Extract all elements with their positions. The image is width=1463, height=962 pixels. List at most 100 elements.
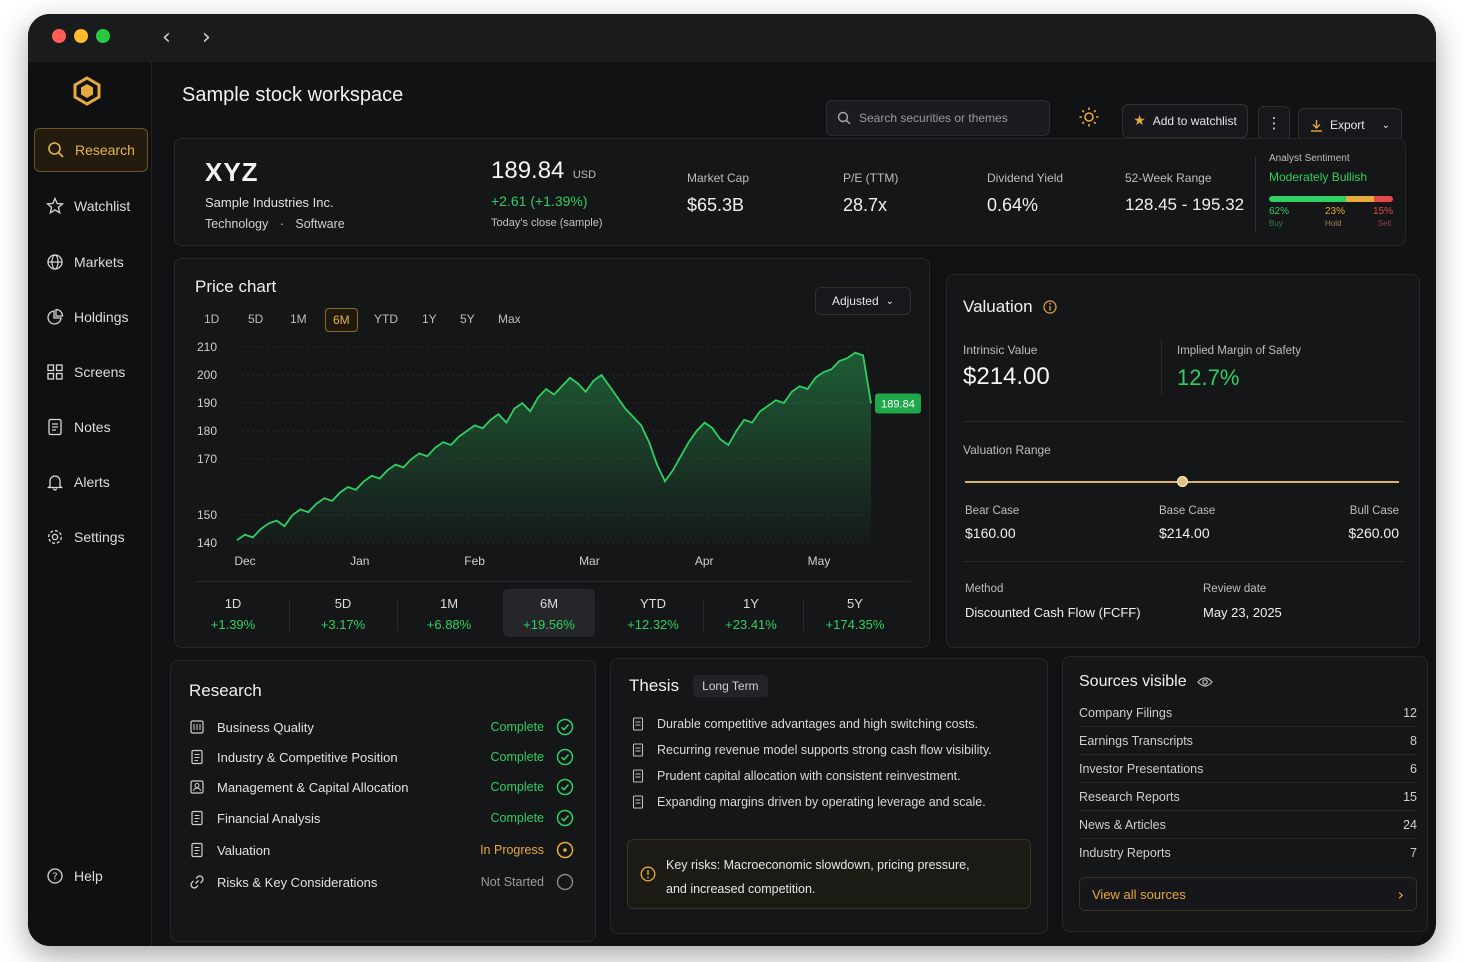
source-row[interactable]: News & Articles 24 xyxy=(1079,811,1417,839)
research-item-business-quality[interactable]: Business Quality Complete xyxy=(189,715,574,739)
timeframe-max[interactable]: Max xyxy=(498,312,521,326)
source-label: News & Articles xyxy=(1079,817,1166,832)
globe-icon xyxy=(47,254,63,270)
y-tick-label: 170 xyxy=(197,452,217,466)
source-row[interactable]: Earnings Transcripts 8 xyxy=(1079,727,1417,755)
thesis-point-text: Prudent capital allocation with consiste… xyxy=(657,769,961,783)
sidebar-item-markets[interactable]: Markets xyxy=(34,240,148,284)
perf-label: 1Y xyxy=(743,596,759,611)
x-tick-label: Mar xyxy=(579,554,600,568)
minimize-window-button[interactable] xyxy=(74,29,88,43)
source-row[interactable]: Company Filings 12 xyxy=(1079,699,1417,727)
kebab-menu-icon: ⋮ xyxy=(1266,114,1282,132)
search-bar[interactable] xyxy=(826,100,1050,136)
price-chart-plot[interactable]: 140 150 170 180 190 200 210 Dec Jan Feb Mar Apr May 1… xyxy=(175,337,931,577)
metric-value: 128.45 - 195.32 xyxy=(1125,195,1245,214)
sidebar-item-watchlist[interactable]: Watchlist xyxy=(34,184,148,228)
perf-label: 1D xyxy=(224,596,242,611)
sidebar-item-label: Research xyxy=(75,142,135,158)
sidebar-item-settings[interactable]: Settings xyxy=(34,515,148,559)
y-tick-label: 140 xyxy=(197,536,217,550)
margin-of-safety-label: Implied Margin of Safety xyxy=(1177,345,1302,357)
add-to-watchlist-button[interactable]: ★ Add to watchlist xyxy=(1122,104,1248,138)
perf-ytd[interactable]: YTD +12.32% xyxy=(607,589,699,637)
timeframe-5y[interactable]: 5Y xyxy=(460,312,475,326)
perf-1m[interactable]: 1M +6.88% xyxy=(403,589,495,637)
sidebar-item-label: Alerts xyxy=(74,474,110,490)
building-icon xyxy=(190,720,204,734)
perf-5d[interactable]: 5D +3.17% xyxy=(297,589,389,637)
search-icon xyxy=(837,111,851,125)
perf-1d[interactable]: 1D +1.39% xyxy=(187,589,279,637)
research-item-risks[interactable]: Risks & Key Considerations Not Started xyxy=(189,870,574,894)
source-row[interactable]: Research Reports 15 xyxy=(1079,783,1417,811)
thesis-point: Recurring revenue model supports strong … xyxy=(631,743,992,757)
sidebar-item-notes[interactable]: Notes xyxy=(34,405,148,449)
perf-value: +23.41% xyxy=(725,617,777,632)
adjusted-dropdown[interactable]: Adjusted ⌄ xyxy=(815,287,911,315)
sentiment-label: Analyst Sentiment xyxy=(1269,153,1350,164)
search-input[interactable] xyxy=(859,111,1039,125)
maximize-window-button[interactable] xyxy=(96,29,110,43)
sidebar-item-help[interactable]: ? Help xyxy=(34,854,148,898)
source-label: Investor Presentations xyxy=(1079,761,1204,776)
sidebar-item-research[interactable]: Research xyxy=(34,128,148,172)
metric-label: Dividend Yield xyxy=(987,171,1064,185)
metric-dividend-yield: Dividend Yield 0.64% xyxy=(987,171,1063,216)
perf-label: 1M xyxy=(439,596,459,611)
method-label: Method xyxy=(965,583,1004,595)
back-arrow-icon[interactable]: ‹ xyxy=(162,25,171,50)
timeframe-1d[interactable]: 1D xyxy=(204,312,220,326)
metric-value: $65.3B xyxy=(687,195,745,215)
source-row[interactable]: Industry Reports 7 xyxy=(1079,839,1417,867)
source-count: 15 xyxy=(1403,789,1417,804)
research-item-valuation[interactable]: Valuation In Progress xyxy=(189,838,574,862)
timeframe-ytd[interactable]: YTD xyxy=(374,312,398,326)
timeframe-6m[interactable]: 6M xyxy=(325,308,358,332)
forward-arrow-icon[interactable]: › xyxy=(202,25,211,50)
x-tick-label: May xyxy=(808,554,831,568)
industry-label: Software xyxy=(295,217,345,231)
quote-header-card: XYZ Sample Industries Inc. Technology · … xyxy=(174,138,1406,246)
section-divider xyxy=(963,561,1405,562)
chevron-right-icon: › xyxy=(1397,884,1404,904)
source-row[interactable]: Investor Presentations 6 xyxy=(1079,755,1417,783)
valuation-range-marker[interactable] xyxy=(1176,476,1188,487)
source-count: 6 xyxy=(1410,761,1417,776)
grid-icon xyxy=(47,364,63,380)
sentiment-bar-buy xyxy=(1269,196,1346,202)
timeframe-1y[interactable]: 1Y xyxy=(422,312,437,326)
timeframe-1m[interactable]: 1M xyxy=(290,312,307,326)
document-icon xyxy=(632,717,644,731)
sidebar-item-alerts[interactable]: Alerts xyxy=(34,460,148,504)
info-icon[interactable] xyxy=(1043,300,1057,314)
perf-label: 5Y xyxy=(847,596,863,611)
perf-5y[interactable]: 5Y +174.35% xyxy=(809,589,901,637)
base-case-label: Base Case xyxy=(1159,505,1216,517)
close-window-button[interactable] xyxy=(52,29,66,43)
method-value: Discounted Cash Flow (FCFF) xyxy=(965,605,1141,620)
source-count: 7 xyxy=(1410,846,1417,860)
metric-label: 52-Week Range xyxy=(1125,171,1212,185)
thesis-point-text: Durable competitive advantages and high … xyxy=(657,717,979,731)
sidebar-item-screens[interactable]: Screens xyxy=(34,350,148,394)
research-item-financial-analysis[interactable]: Financial Analysis Complete xyxy=(189,806,574,830)
more-options-button[interactable]: ⋮ xyxy=(1258,106,1290,140)
research-item-management[interactable]: Management & Capital Allocation Complete xyxy=(189,775,574,799)
export-button[interactable]: Export ⌄ xyxy=(1298,108,1402,142)
svg-text:?: ? xyxy=(52,872,57,883)
research-item-industry[interactable]: Industry & Competitive Position Complete xyxy=(189,745,574,769)
eye-icon[interactable] xyxy=(1196,676,1213,688)
perf-1y[interactable]: 1Y +23.41% xyxy=(705,589,797,637)
theme-toggle-sun-icon[interactable] xyxy=(1078,106,1100,128)
sources-card: Sources visible Company Filings 12 Earni… xyxy=(1062,656,1428,932)
view-all-sources-button[interactable]: View all sources › xyxy=(1079,877,1417,911)
perf-divider xyxy=(803,599,804,631)
perf-6m[interactable]: 6M +19.56% xyxy=(503,589,595,637)
timeframe-5d[interactable]: 5D xyxy=(248,312,264,326)
check-circle-icon xyxy=(556,718,574,736)
perf-divider xyxy=(397,599,398,631)
sidebar-item-holdings[interactable]: Holdings xyxy=(34,295,148,339)
page-title: Sample stock workspace xyxy=(182,84,404,106)
bull-case-value: $260.00 xyxy=(1348,525,1399,541)
